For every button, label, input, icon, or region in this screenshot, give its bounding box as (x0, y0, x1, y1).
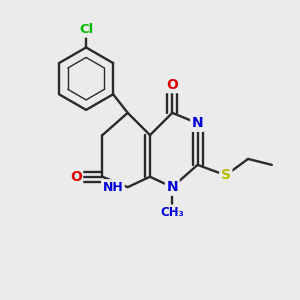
Text: NH: NH (103, 181, 123, 194)
Text: O: O (70, 170, 82, 184)
Text: CH₃: CH₃ (160, 206, 184, 219)
Text: O: O (167, 78, 178, 92)
Text: Cl: Cl (79, 23, 93, 36)
Text: S: S (221, 168, 231, 182)
Text: N: N (192, 116, 203, 130)
Text: N: N (167, 180, 178, 194)
